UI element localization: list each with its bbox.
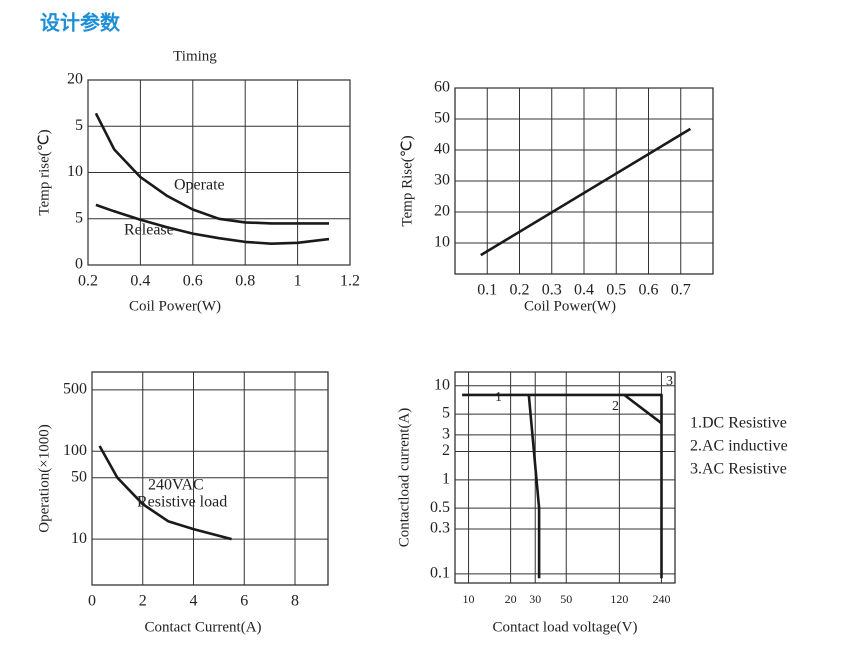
y-tick-label: 50 bbox=[71, 468, 87, 485]
y-tick-label: 10 bbox=[434, 376, 450, 393]
x-tick-label: 0.2 bbox=[78, 273, 98, 290]
y-tick-label: 100 bbox=[63, 442, 87, 459]
y-axis-label: Temp Rise(℃) bbox=[399, 135, 415, 226]
x-tick-label: 0.2 bbox=[510, 282, 530, 299]
x-tick-label: 2 bbox=[139, 593, 147, 610]
chart-title: Timing bbox=[173, 48, 217, 64]
curve-label: 2 bbox=[612, 399, 619, 414]
annotation: 240VAC bbox=[148, 477, 204, 494]
x-tick-label: 0 bbox=[88, 593, 96, 610]
curve-label: Release bbox=[124, 222, 174, 239]
y-tick-label: 5 bbox=[75, 117, 83, 134]
y-axis-label: Contactload current(A) bbox=[396, 408, 412, 548]
x-tick-label: 120 bbox=[610, 592, 628, 606]
x-tick-label: 0.6 bbox=[639, 282, 659, 299]
page-title: 设计参数 bbox=[40, 11, 121, 35]
x-tick-label: 0.4 bbox=[574, 282, 594, 299]
x-tick-label: 1 bbox=[294, 273, 302, 290]
x-tick-label: 4 bbox=[190, 593, 198, 610]
x-tick-label: 20 bbox=[505, 592, 517, 606]
y-tick-label: 30 bbox=[434, 172, 450, 189]
plot-frame bbox=[91, 371, 329, 586]
curve-label: 3 bbox=[666, 374, 673, 389]
x-axis-label: Contact load voltage(V) bbox=[493, 619, 638, 635]
x-tick-label: 0.3 bbox=[542, 282, 562, 299]
x-tick-label: 8 bbox=[291, 593, 299, 610]
y-tick-label: 0 bbox=[75, 256, 83, 273]
y-tick-label: 10 bbox=[71, 530, 87, 547]
y-tick-label: 5 bbox=[442, 405, 450, 422]
x-tick-label: 0.8 bbox=[235, 273, 255, 290]
curve bbox=[480, 127, 692, 257]
x-tick-label: 0.4 bbox=[130, 273, 150, 290]
x-tick-label: 0.5 bbox=[606, 282, 626, 299]
y-tick-label: 10 bbox=[67, 163, 83, 180]
y-tick-label: 60 bbox=[434, 79, 450, 96]
y-tick-label: 50 bbox=[434, 110, 450, 127]
curve bbox=[98, 445, 232, 541]
legend-entry: 1.DC Resistive bbox=[690, 415, 787, 432]
curve-label: 1 bbox=[495, 390, 502, 405]
curve bbox=[94, 112, 329, 225]
y-tick-label: 40 bbox=[434, 141, 450, 158]
y-tick-label: 3 bbox=[442, 426, 450, 443]
x-tick-label: 6 bbox=[240, 593, 248, 610]
x-axis-label: Coil Power(W) bbox=[129, 298, 221, 314]
x-tick-label: 0.7 bbox=[671, 282, 691, 299]
y-tick-label: 5 bbox=[75, 209, 83, 226]
x-tick-label: 10 bbox=[463, 592, 475, 606]
y-tick-label: 1 bbox=[442, 470, 450, 487]
y-tick-label: 500 bbox=[63, 381, 87, 398]
x-tick-label: 50 bbox=[560, 592, 572, 606]
y-axis-label: Temp rise(℃) bbox=[36, 129, 52, 215]
x-axis-label: Coil Power(W) bbox=[524, 298, 616, 314]
curve bbox=[462, 393, 663, 579]
curve bbox=[95, 203, 330, 245]
curve bbox=[527, 394, 541, 579]
plot-frame bbox=[454, 371, 676, 584]
y-tick-label: 2 bbox=[442, 442, 450, 459]
y-tick-label: 0.5 bbox=[430, 499, 450, 516]
y-tick-label: 20 bbox=[67, 71, 83, 88]
x-tick-label: 0.6 bbox=[183, 273, 203, 290]
legend-entry: 3.AC Resistive bbox=[690, 461, 787, 478]
y-axis-label: Operation(×1000) bbox=[36, 424, 52, 532]
legend-entry: 2.AC inductive bbox=[690, 438, 788, 455]
x-tick-label: 30 bbox=[529, 592, 541, 606]
curve bbox=[623, 393, 663, 425]
y-tick-label: 20 bbox=[434, 203, 450, 220]
curve-label: Operate bbox=[174, 177, 225, 194]
y-tick-label: 0.1 bbox=[430, 565, 450, 582]
x-axis-label: Contact Current(A) bbox=[144, 619, 261, 635]
y-tick-label: 0.3 bbox=[430, 520, 450, 537]
y-tick-label: 10 bbox=[434, 234, 450, 251]
x-tick-label: 0.1 bbox=[477, 282, 497, 299]
annotation: Resistive load bbox=[137, 494, 227, 511]
x-tick-label: 240 bbox=[652, 592, 670, 606]
x-tick-label: 1.2 bbox=[340, 273, 360, 290]
